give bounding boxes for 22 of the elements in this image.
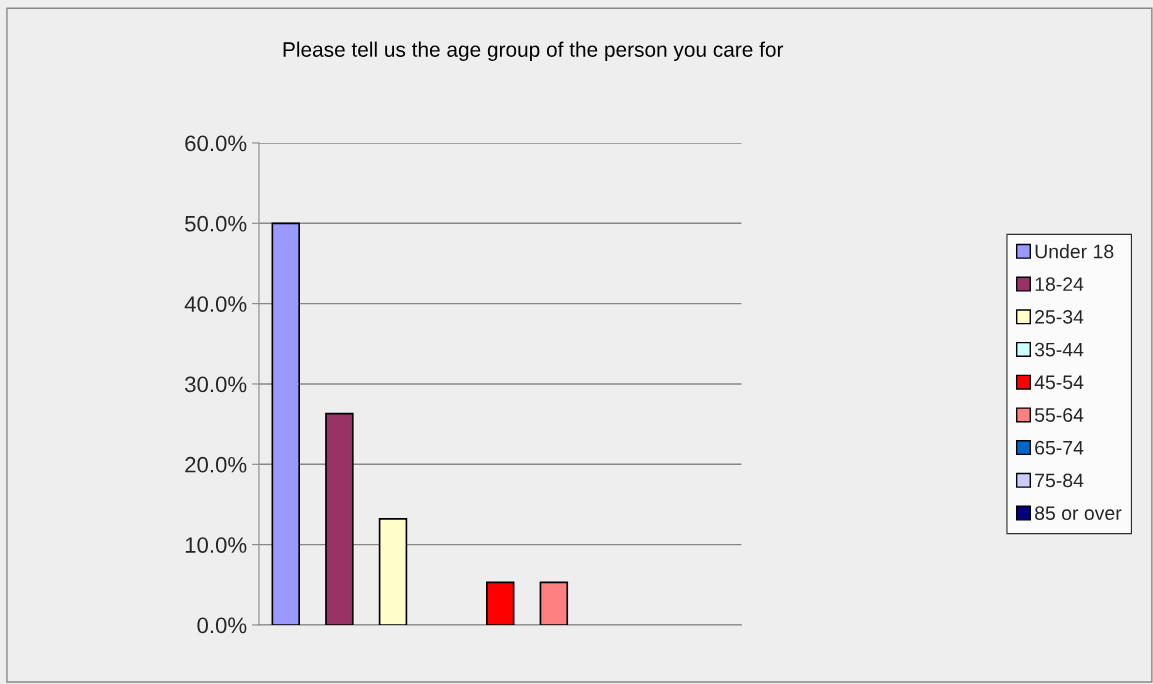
y-tick-label: 10.0% xyxy=(185,537,247,553)
bar xyxy=(539,581,569,625)
y-tick-label: 30.0% xyxy=(185,376,247,393)
legend-label: 45-54 xyxy=(1034,375,1084,390)
legend-label: 65-74 xyxy=(1035,440,1084,455)
y-tick-label: 20.0% xyxy=(185,456,247,473)
legend-label: 55-64 xyxy=(1034,408,1084,422)
legend-label: 35-44 xyxy=(1034,342,1084,357)
legend-label: 75-84 xyxy=(1035,473,1084,488)
legend-label: Under 18 xyxy=(1035,244,1114,259)
chart-title: Please tell us the age group of the person you care for xyxy=(283,41,784,62)
bar xyxy=(378,518,408,625)
y-tick-label: 60.0% xyxy=(185,135,247,152)
legend-label: 25-34 xyxy=(1035,310,1084,324)
bar xyxy=(485,581,515,625)
bar xyxy=(325,412,354,625)
y-tick-label: 50.0% xyxy=(185,215,247,232)
y-tick-label: 40.0% xyxy=(184,296,247,312)
y-tick-label: 0.0% xyxy=(197,617,247,634)
legend-label: 18-24 xyxy=(1035,277,1084,292)
bar xyxy=(271,222,301,625)
legend-label: 85 or over xyxy=(1035,506,1122,521)
